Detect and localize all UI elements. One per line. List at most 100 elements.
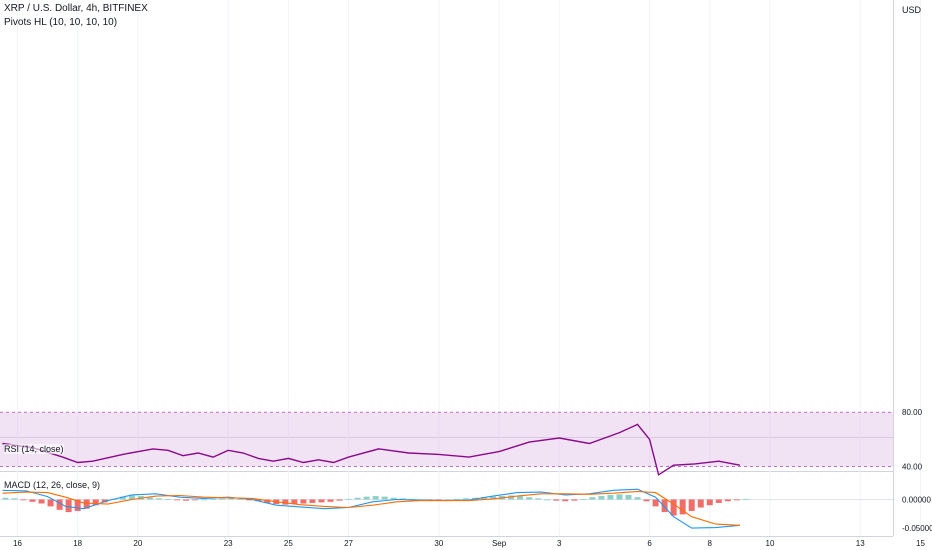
macd-histogram-bar bbox=[38, 499, 45, 504]
macd-histogram-bar bbox=[363, 496, 370, 500]
macd-histogram-bar bbox=[625, 494, 632, 500]
macd-histogram-bar bbox=[11, 498, 18, 500]
macd-histogram-bar bbox=[589, 497, 596, 500]
x-tick-label: 27 bbox=[344, 539, 353, 548]
macd-histogram-bar bbox=[372, 496, 379, 500]
macd-histogram-bar bbox=[562, 499, 569, 502]
macd-histogram-bar bbox=[173, 499, 180, 501]
macd-histogram-bar bbox=[2, 497, 9, 500]
macd-histogram-bar bbox=[228, 498, 235, 500]
macd-histogram-bar bbox=[92, 499, 99, 506]
macd-histogram-bar bbox=[580, 498, 587, 500]
macd-histogram-bar bbox=[164, 498, 171, 500]
macd-histogram-bar bbox=[399, 498, 406, 500]
macd-histogram-bar bbox=[264, 499, 271, 503]
x-tick-label: 25 bbox=[284, 539, 293, 548]
macd-histogram-bar bbox=[336, 499, 343, 501]
x-tick-label: 30 bbox=[434, 539, 443, 548]
macd-histogram-bar bbox=[571, 499, 578, 501]
macd-histogram-bar bbox=[192, 499, 199, 501]
x-tick-label: 23 bbox=[224, 539, 233, 548]
x-tick-label: 15 bbox=[916, 539, 925, 548]
macd-tick-label: 0.00000 bbox=[902, 496, 931, 505]
macd-histogram-bar bbox=[56, 499, 63, 510]
macd-histogram-bar bbox=[381, 496, 388, 500]
macd-histogram-bar bbox=[742, 498, 749, 500]
macd-histogram-bar bbox=[544, 499, 551, 501]
macd-histogram-bar bbox=[535, 498, 542, 500]
macd-histogram-bar bbox=[327, 499, 334, 502]
macd-histogram-bar bbox=[697, 499, 704, 508]
rsi-tick-label: 80.00 bbox=[902, 408, 923, 417]
x-tick-label: 6 bbox=[647, 539, 652, 548]
x-tick-label: 13 bbox=[856, 539, 865, 548]
macd-histogram-bar bbox=[47, 499, 54, 507]
macd-title: MACD (12, 26, close, 9) bbox=[4, 480, 101, 490]
macd-histogram-bar bbox=[291, 499, 298, 505]
macd-histogram-bar bbox=[526, 497, 533, 500]
x-tick-label: 18 bbox=[73, 539, 82, 548]
macd-histogram-bar bbox=[219, 498, 226, 500]
signal-line bbox=[2, 490, 740, 526]
macd-histogram-bar bbox=[128, 495, 135, 500]
macd-histogram-bar bbox=[20, 499, 27, 501]
macd-line bbox=[2, 488, 740, 529]
macd-histogram-bar bbox=[255, 499, 262, 502]
macd-histogram-bar bbox=[309, 499, 316, 503]
macd-tick-label: -0.05000 bbox=[902, 524, 932, 533]
rsi-band bbox=[0, 412, 893, 467]
rsi-tick-label: 40.00 bbox=[902, 463, 923, 472]
rsi-title: RSI (14, close) bbox=[4, 444, 64, 454]
macd-histogram-bar bbox=[598, 496, 605, 500]
currency-label: USD bbox=[902, 5, 922, 15]
macd-histogram-bar bbox=[318, 499, 325, 503]
macd-histogram-bar bbox=[715, 499, 722, 503]
macd-histogram-bar bbox=[508, 495, 515, 500]
x-tick-label: 16 bbox=[13, 539, 22, 548]
macd-histogram-bar bbox=[345, 498, 352, 500]
macd-histogram-bar bbox=[453, 498, 460, 500]
macd-histogram-bar bbox=[462, 498, 469, 500]
macd-histogram-bar bbox=[679, 499, 686, 515]
x-tick-label: 8 bbox=[708, 539, 713, 548]
macd-histogram-bar bbox=[553, 499, 560, 501]
macd-histogram-bar bbox=[354, 497, 361, 500]
x-tick-label: 20 bbox=[133, 539, 142, 548]
macd-histogram-bar bbox=[210, 498, 217, 500]
indicator-title: Pivots HL (10, 10, 10, 10) bbox=[4, 17, 118, 28]
macd-histogram-bar bbox=[706, 499, 713, 506]
macd-histogram-bar bbox=[65, 499, 72, 513]
symbol-title: XRP / U.S. Dollar, 4h, BITFINEX bbox=[4, 3, 148, 14]
macd-histogram-bar bbox=[29, 499, 36, 502]
x-tick-label: 10 bbox=[766, 539, 775, 548]
macd-histogram-bar bbox=[183, 499, 190, 501]
x-tick-label: Sep bbox=[492, 539, 507, 548]
macd-histogram-bar bbox=[634, 497, 641, 500]
macd-histogram-bar bbox=[146, 497, 153, 500]
x-tick-label: 3 bbox=[557, 539, 562, 548]
macd-histogram-bar bbox=[300, 499, 307, 504]
macd-histogram-bar bbox=[481, 497, 488, 500]
macd-histogram-bar bbox=[201, 499, 208, 501]
macd-histogram-bar bbox=[246, 499, 253, 501]
macd-histogram-bar bbox=[661, 499, 668, 513]
macd-histogram-bar bbox=[607, 494, 614, 500]
macd-histogram-bar bbox=[517, 496, 524, 500]
macd-histogram-bar bbox=[390, 497, 397, 500]
macd-histogram-bar bbox=[83, 499, 90, 509]
macd-histogram-bar bbox=[724, 499, 731, 502]
macd-histogram-bar bbox=[74, 499, 81, 511]
macd-histogram-bar bbox=[670, 499, 677, 516]
macd-histogram-bar bbox=[119, 496, 126, 500]
macd-histogram-bar bbox=[101, 499, 108, 503]
macd-histogram-bar bbox=[435, 499, 442, 501]
rsi-line bbox=[2, 423, 741, 476]
macd-histogram-bar bbox=[652, 499, 659, 507]
macd-histogram-bar bbox=[733, 499, 740, 501]
macd-histogram-bar bbox=[155, 498, 162, 500]
macd-histogram-bar bbox=[616, 494, 623, 500]
macd-histogram-bar bbox=[237, 498, 244, 500]
macd-histogram-bar bbox=[282, 499, 289, 505]
